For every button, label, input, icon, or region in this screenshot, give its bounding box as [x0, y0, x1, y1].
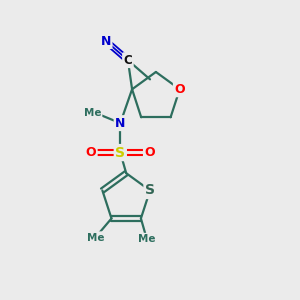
Text: N: N — [115, 117, 125, 130]
Text: S: S — [115, 146, 125, 160]
Text: O: O — [144, 146, 155, 159]
Text: O: O — [174, 83, 185, 96]
Text: S: S — [145, 184, 155, 197]
Text: Me: Me — [138, 234, 155, 244]
Text: N: N — [100, 34, 111, 48]
Text: Me: Me — [86, 232, 104, 243]
Text: Me: Me — [84, 108, 101, 118]
Text: O: O — [85, 146, 96, 159]
Text: C: C — [124, 54, 132, 67]
